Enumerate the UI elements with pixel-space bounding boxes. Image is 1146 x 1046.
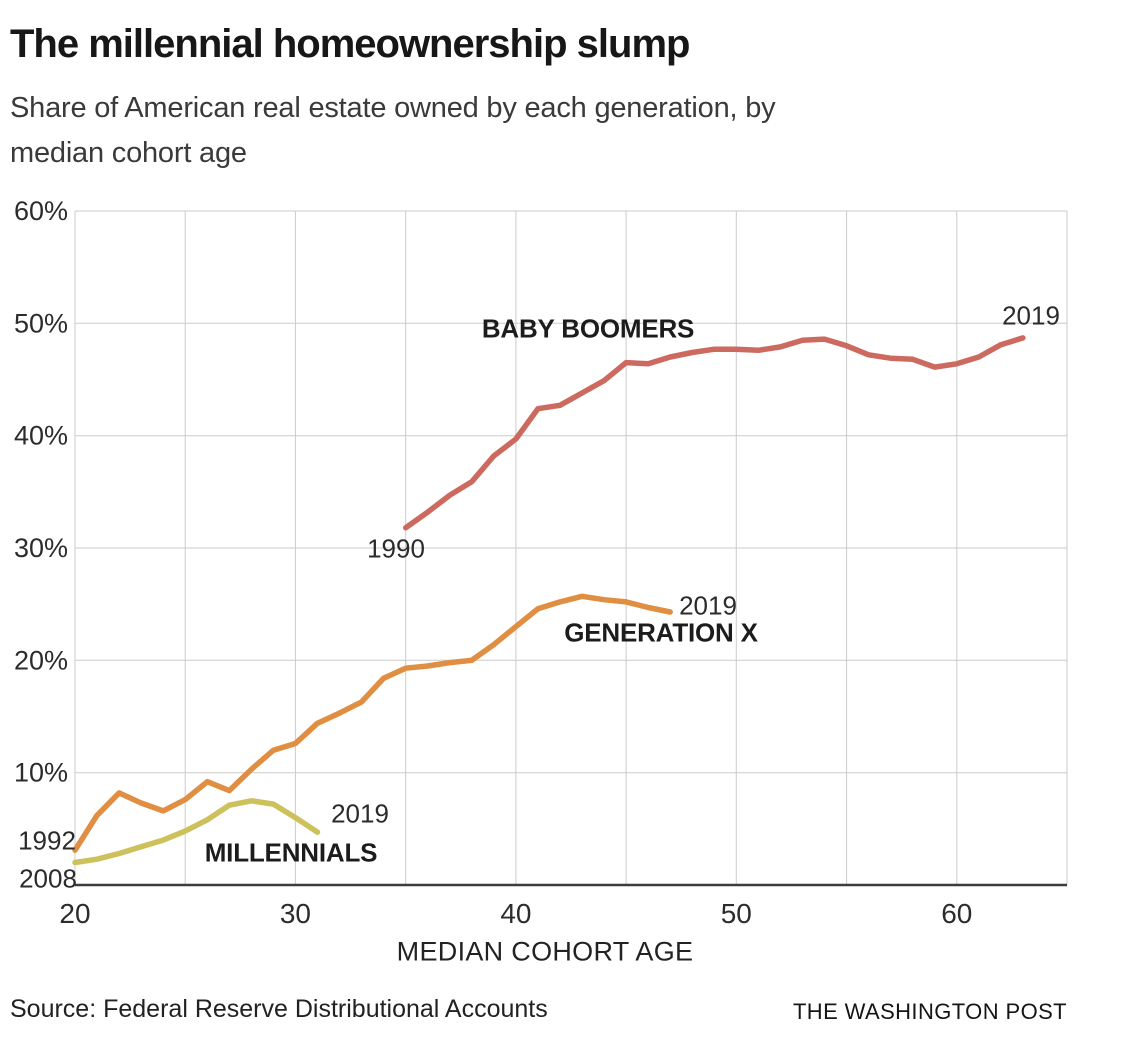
chart-subtitle-line1: Share of American real estate owned by e… <box>10 92 776 124</box>
chart-subtitle-line2: median cohort age <box>10 137 247 169</box>
publisher-credit: THE WASHINGTON POST <box>792 999 1067 1024</box>
annotation-boomers-start-year: 1990 <box>367 533 425 564</box>
gridlines <box>74 210 1068 887</box>
annotation-millennials-start-year: 2008 <box>19 863 77 894</box>
y-tick-label: 40% <box>14 421 68 451</box>
line-generation-x <box>72 593 673 853</box>
series-label-millennials: MILLENNIALS <box>204 837 378 868</box>
x-tick-label: 50 <box>721 898 752 929</box>
y-tick-label: 60% <box>14 196 68 226</box>
x-axis-title: MEDIAN COHORT AGE <box>396 936 694 967</box>
source-note: Source: Federal Reserve Distributional A… <box>10 995 548 1023</box>
line-millennials <box>72 798 321 866</box>
series-label-baby-boomers: BABY BOOMERS <box>481 313 695 344</box>
axis-tick-labels: 20 30 40 50 60 10% 20% 30% 40% 50% 60% <box>14 196 972 929</box>
x-tick-label: 40 <box>500 898 531 929</box>
page-title: The millennial homeownership slump <box>10 22 690 66</box>
y-tick-label: 30% <box>14 533 68 563</box>
line-baby-boomers <box>402 335 1026 531</box>
annotation-genx-start-year: 1992 <box>18 825 76 856</box>
series-lines <box>72 335 1026 866</box>
annotation-millennials-end-year: 2019 <box>331 798 389 829</box>
chart-subtitle: Share of American real estate owned by e… <box>10 86 776 176</box>
y-tick-label: 10% <box>14 758 68 788</box>
x-tick-label: 20 <box>59 898 90 929</box>
series-label-generation-x: GENERATION X <box>564 617 758 648</box>
x-tick-label: 30 <box>280 898 311 929</box>
annotation-genx-end-year: 2019 <box>679 590 737 621</box>
y-tick-label: 50% <box>14 308 68 338</box>
x-tick-label: 60 <box>941 898 972 929</box>
annotation-boomers-end-year: 2019 <box>1002 300 1060 331</box>
y-tick-label: 20% <box>14 645 68 675</box>
